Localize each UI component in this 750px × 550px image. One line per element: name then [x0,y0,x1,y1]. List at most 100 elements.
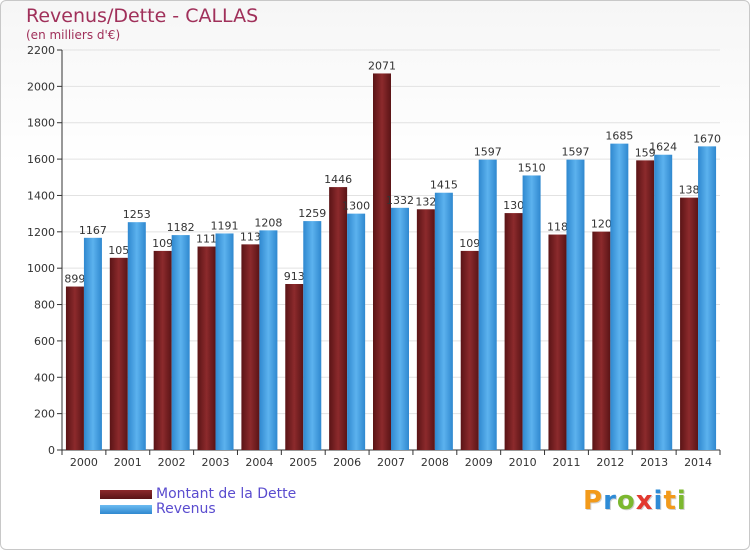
legend-swatch-dette [100,490,152,499]
y-tick-label: 2200 [27,44,55,57]
bar-revenus [566,159,585,451]
bar-dette [504,213,523,450]
y-tick-label: 0 [48,444,55,457]
data-label-revenus: 1259 [298,207,326,220]
logo-letter: r [603,486,617,516]
bar-revenus [171,235,190,450]
data-label-dette: 132 [415,195,436,208]
bar-dette [153,250,172,450]
data-label-revenus: 1253 [123,208,151,221]
x-tick-label: 2005 [289,456,317,469]
legend-label-dette: Montant de la Dette [156,486,297,502]
bar-dette [548,234,567,450]
bar-dette [592,231,611,450]
x-tick-label: 2008 [421,456,449,469]
data-label-dette: 1446 [324,173,352,186]
data-label-dette: 118 [547,221,568,234]
x-tick-label: 2003 [202,456,230,469]
bar-revenus [259,230,278,450]
chart-title: Revenus/Dette - CALLAS [26,5,259,27]
x-tick-label: 2002 [158,456,186,469]
bar-dette [329,187,348,450]
data-label-revenus: 1167 [79,224,107,237]
y-tick-label: 1800 [27,117,55,130]
x-tick-label: 2000 [70,456,98,469]
x-tick-label: 2006 [333,456,361,469]
data-label-revenus: 1597 [561,146,589,159]
y-tick-label: 1000 [27,262,55,275]
data-label-dette: 109 [152,237,173,250]
logo-letter: i [676,486,687,516]
data-label-dette: 899 [64,273,85,286]
logo-letter: P [583,486,604,516]
data-label-revenus: 1670 [693,132,721,145]
data-label-revenus: 1332 [386,194,414,207]
data-label-revenus: 1624 [649,141,677,154]
data-label-dette: 120 [591,218,612,231]
data-label-revenus: 1208 [254,216,282,229]
data-label-dette: 105 [108,244,129,257]
logo-letter: o [616,486,636,516]
y-tick-label: 1200 [27,226,55,239]
bar-revenus [127,222,146,450]
chart-subtitle: (en milliers d'€) [26,28,121,42]
logo-letter: x [635,486,654,516]
bar-dette [373,73,391,451]
data-label-dette: 111 [196,233,217,246]
y-tick-label: 2000 [27,80,55,93]
x-tick-label: 2010 [509,456,537,469]
bar-revenus [522,175,541,451]
data-label-revenus: 1415 [430,179,458,192]
bar-revenus [347,213,366,450]
logo-letter: i [653,486,664,516]
bar-revenus [83,237,102,450]
bar-revenus [391,207,409,450]
data-label-revenus: 1685 [605,130,633,143]
bar-dette [109,257,128,450]
data-label-dette: 130 [503,199,524,212]
bar-revenus [610,143,629,451]
bar-dette [680,197,699,450]
x-tick-label: 2001 [114,456,142,469]
x-tick-label: 2012 [596,456,624,469]
bar-dette [241,244,260,450]
bar-revenus [434,192,453,450]
bar-dette [416,209,435,450]
data-label-revenus: 1191 [211,219,239,232]
data-label-dette: 913 [284,270,305,283]
x-tick-label: 2004 [245,456,273,469]
bar-revenus [698,146,717,450]
data-label-dette: 109 [459,237,480,250]
bar-dette [636,160,655,450]
logo-letter: t [663,486,677,516]
y-tick-label: 800 [34,299,55,312]
bar-dette [285,284,304,450]
x-tick-label: 2007 [377,456,405,469]
bar-revenus [478,159,497,451]
data-label-revenus: 1300 [342,200,370,213]
data-label-dette: 2071 [368,59,396,72]
x-tick-label: 2013 [640,456,668,469]
data-label-dette: 159 [635,146,656,159]
x-tick-label: 2014 [684,456,712,469]
y-tick-label: 400 [34,371,55,384]
bar-revenus [654,154,673,450]
data-label-revenus: 1597 [474,146,502,159]
data-label-revenus: 1510 [518,161,546,174]
bar-dette [65,286,84,450]
bar-revenus [215,233,234,450]
bar-revenus [303,221,322,450]
proxiti-logo: Proxiti [583,486,687,516]
legend-swatch-revenus [100,505,152,514]
data-label-dette: 113 [240,230,261,243]
y-tick-label: 1600 [27,153,55,166]
data-label-revenus: 1182 [167,221,195,234]
y-tick-label: 1400 [27,189,55,202]
y-tick-label: 600 [34,335,55,348]
x-tick-label: 2009 [465,456,493,469]
legend-label-revenus: Revenus [156,501,216,517]
data-label-dette: 138 [679,184,700,197]
bar-dette [460,250,479,450]
y-tick-label: 200 [34,408,55,421]
